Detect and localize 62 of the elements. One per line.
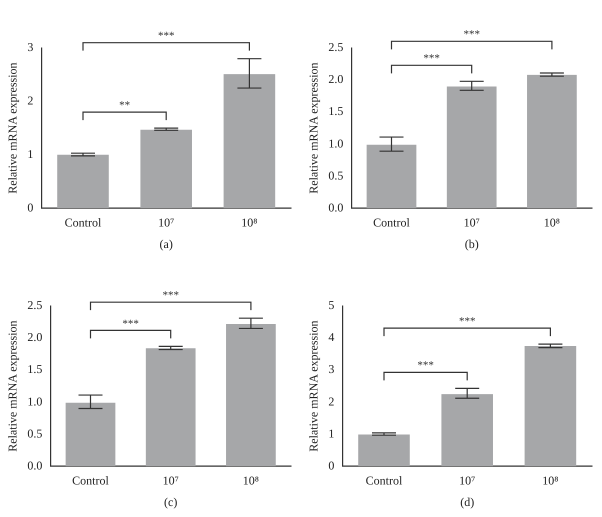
y-tick-label: 3 (328, 362, 334, 376)
x-tick-label: 10⁸ (242, 474, 259, 488)
annotation: *** (458, 316, 476, 328)
y-tick-label: 2 (27, 94, 34, 108)
y-tick-label: 0.0 (27, 458, 42, 472)
x-axis-title: (a) (160, 236, 173, 251)
text: *** (463, 28, 480, 41)
y-tick-label: 1 (328, 426, 334, 440)
annotation: *** (423, 52, 440, 65)
x-tick-label: 10⁷ (459, 474, 476, 488)
y-tick-label: 4 (328, 330, 334, 344)
x-tick-label: 10⁷ (158, 216, 174, 230)
x-tick-label: 10⁸ (542, 474, 558, 488)
x-tick-label: 10⁸ (544, 216, 560, 230)
y-axis-title: Relative mRNA expression (306, 320, 320, 452)
y-tick-label: 1 (27, 146, 34, 161)
bar (358, 434, 410, 466)
y-tick-label: 2.0 (27, 330, 42, 344)
x-tick-label: Control (64, 216, 102, 230)
bar (66, 402, 116, 466)
bar (524, 346, 576, 466)
y-tick-label: 1.0 (27, 394, 42, 408)
x-tick-label: Control (72, 474, 110, 488)
bar (57, 154, 109, 208)
y-tick-label: 0 (27, 200, 34, 214)
bar (140, 130, 192, 208)
x-tick-label: Control (373, 216, 410, 230)
y-tick-label: 2.5 (328, 40, 344, 54)
y-tick-label: 1.0 (328, 136, 344, 150)
bar (226, 324, 276, 466)
y-axis-title: Relative mRNA expression (5, 320, 20, 452)
bar (446, 86, 497, 208)
y-tick-label: 0.5 (27, 426, 42, 440)
text: *** (162, 290, 179, 302)
y-tick-label: 5 (328, 298, 334, 312)
x-tick-label: 10⁷ (162, 474, 179, 488)
y-tick-label: 0.0 (328, 200, 344, 214)
x-tick-label: 10⁷ (464, 216, 480, 230)
y-tick-label: 2.0 (328, 72, 344, 86)
y-tick-label: 2 (328, 394, 334, 408)
text: *** (158, 30, 174, 42)
bar (366, 144, 416, 208)
x-axis-title: (d) (460, 494, 474, 509)
y-tick-label: 1.5 (328, 104, 344, 118)
y-tick-label: 0 (328, 458, 334, 472)
x-axis-title: (b) (464, 236, 479, 251)
y-axis-title: Relative mRNA expression (5, 62, 20, 194)
y-axis-title: Relative mRNA expression (306, 62, 320, 194)
y-tick-label: 3 (27, 40, 34, 54)
x-tick-label: 10⁸ (241, 216, 258, 230)
x-tick-label: Control (366, 474, 403, 488)
annotation: ** (119, 99, 130, 112)
x-axis-title: (c) (164, 494, 178, 509)
bar (527, 74, 577, 208)
y-tick-label: 2.5 (27, 298, 42, 312)
annotation: *** (417, 360, 434, 372)
bar (146, 348, 196, 466)
y-tick-label: 0.5 (328, 168, 344, 182)
y-tick-label: 1.5 (27, 362, 42, 376)
bar (224, 74, 276, 208)
bar (441, 394, 493, 466)
annotation: *** (122, 318, 139, 330)
